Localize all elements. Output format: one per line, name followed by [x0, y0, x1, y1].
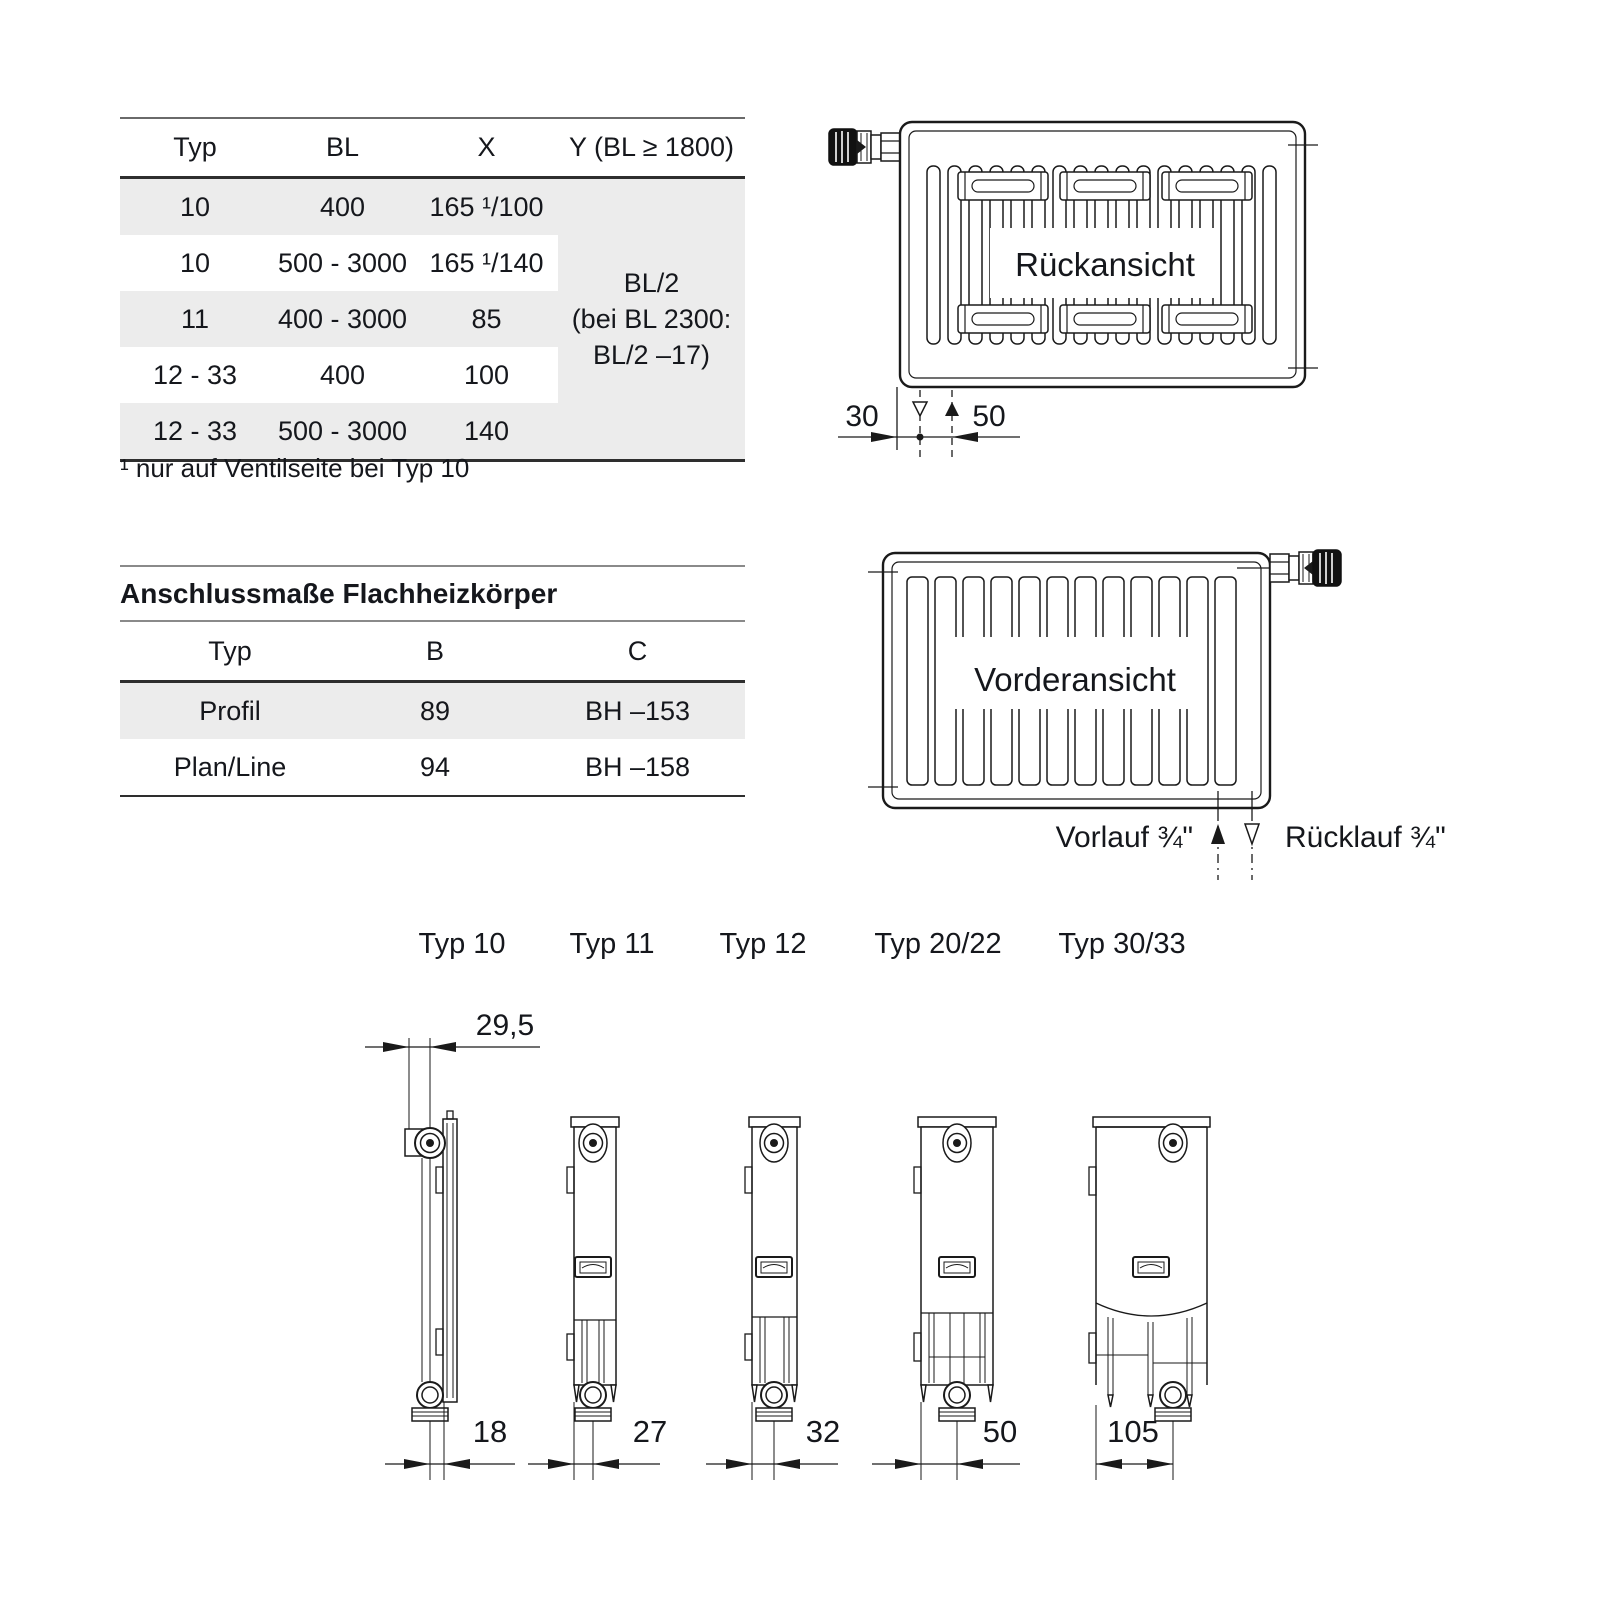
- table-footnote: ¹ nur auf Ventilseite bei Typ 10: [120, 453, 470, 483]
- front-view-drawing: Vorderansicht Vorlauf ¾": [868, 549, 1446, 880]
- rear-view-label: Rückansicht: [1015, 246, 1195, 283]
- label-backdrop: [990, 228, 1220, 298]
- typ12-profile: 32: [706, 1116, 840, 1480]
- dim-50: 50: [983, 1414, 1017, 1449]
- dim-29-5: 29,5: [476, 1009, 534, 1042]
- dim-105: 105: [1107, 1414, 1159, 1449]
- dim-50: 50: [972, 400, 1005, 433]
- col-header-y: Y (BL ≥ 1800): [558, 118, 745, 179]
- return-marker-icon: [1243, 823, 1261, 847]
- radiator-rear-body: Rückansicht: [898, 120, 1318, 389]
- typ12-label: Typ 12: [719, 928, 806, 960]
- dimension-table-header-row: Typ BL X Y (BL ≥ 1800): [120, 118, 745, 179]
- flow-label: Vorlauf ¾": [1056, 821, 1193, 854]
- radiator-front-body: Vorderansicht: [868, 551, 1272, 810]
- table-row: 12 - 33 500 - 3000 140: [120, 403, 745, 461]
- table-row: 10 400 165 ¹/100 BL/2 (bei BL 2300: BL/2…: [120, 177, 745, 461]
- cell-c: BH –158: [584, 751, 691, 782]
- cell-typ: 10: [179, 247, 211, 278]
- flow-marker-icon: [945, 402, 959, 416]
- cell-bl: 400: [270, 177, 415, 235]
- table-row: Profil 89 BH –153: [120, 681, 745, 739]
- table-row: Plan/Line 94 BH –158: [120, 739, 745, 796]
- dim-27: 27: [633, 1414, 667, 1449]
- flow-marker-icon: [1211, 824, 1225, 844]
- cell-typ: 10: [120, 177, 270, 235]
- mounting-bracket: [957, 304, 1049, 334]
- profile-sections-drawing: Typ 10 Typ 11 Typ 12 Typ 20/22 Typ 30/33…: [365, 928, 1211, 1480]
- typ11-profile: 27: [528, 1116, 667, 1480]
- typ11-label: Typ 11: [570, 928, 655, 960]
- cell-b: 94: [419, 751, 451, 782]
- mounting-bracket: [1161, 304, 1253, 334]
- dim-32: 32: [806, 1414, 840, 1449]
- connection-table-header-row: Typ B C: [120, 622, 745, 683]
- front-view-label: Vorderansicht: [974, 661, 1176, 698]
- connection-table: Typ B C Profil 89 BH –153 Plan/Line 94 B…: [120, 622, 745, 797]
- col-header-b: B: [340, 622, 530, 683]
- cell-bl: 500 - 3000: [270, 403, 415, 461]
- cell-b: 89: [340, 681, 530, 739]
- cell-x: 140: [415, 403, 558, 461]
- connection-table-title: Anschlussmaße Flachheizkörper: [120, 567, 745, 622]
- return-marker-icon: [911, 401, 929, 418]
- cell-bl: 500 - 3000: [277, 247, 408, 278]
- cell-x: 165 ¹/140: [429, 247, 544, 278]
- cell-typ: 12 - 33: [120, 403, 270, 461]
- table-row: 11 400 - 3000 85: [120, 291, 745, 347]
- table-row: 12 - 33 400 100: [120, 347, 745, 403]
- dim-30: 30: [845, 400, 878, 433]
- col-header-x: X: [415, 118, 558, 179]
- typ10-label: Typ 10: [418, 928, 505, 960]
- cell-typ: Plan/Line: [173, 751, 287, 782]
- cell-x: 165 ¹/100: [415, 177, 558, 235]
- y-value-line: BL/2: [623, 268, 680, 298]
- brand-badge: [1132, 1256, 1170, 1278]
- brand-badge: [938, 1256, 976, 1278]
- typ20-22-label: Typ 20/22: [874, 928, 1001, 960]
- typ30-33-profile: 105: [1088, 1116, 1211, 1480]
- flow-return-markers: Vorlauf ¾" Rücklauf ¾": [1056, 791, 1446, 880]
- cell-x: 100: [463, 359, 510, 390]
- brand-badge: [574, 1256, 612, 1278]
- brand-badge: [755, 1256, 793, 1278]
- cell-bl: 400 - 3000: [270, 291, 415, 347]
- dim-18: 18: [473, 1414, 507, 1449]
- mounting-bracket: [957, 171, 1049, 201]
- cell-x: 85: [415, 291, 558, 347]
- mounting-bracket: [1059, 171, 1151, 201]
- cell-typ: 12 - 33: [152, 359, 238, 390]
- col-header-bl: BL: [270, 118, 415, 179]
- label-backdrop: [955, 637, 1195, 709]
- mounting-bracket: [1059, 304, 1151, 334]
- cell-bl: 400: [319, 359, 366, 390]
- thermostat-valve-icon: [1237, 549, 1342, 587]
- mounting-bracket: [1161, 171, 1253, 201]
- typ20-22-profile: 50: [872, 1116, 1020, 1480]
- col-header-typ: Typ: [120, 118, 270, 179]
- rear-view-drawing: Rückansicht 30 50: [828, 120, 1318, 458]
- y-value-line: (bei BL 2300:: [571, 304, 732, 334]
- thermostat-valve-icon: [828, 128, 927, 166]
- return-label: Rücklauf ¾": [1285, 821, 1446, 854]
- dimension-table: Typ BL X Y (BL ≥ 1800) 10 400 165 ¹/100 …: [120, 117, 745, 462]
- connection-table-section: Anschlussmaße Flachheizkörper Typ B C Pr…: [120, 565, 745, 797]
- cell-y-merged: BL/2 (bei BL 2300: BL/2 –17): [558, 177, 745, 461]
- typ10-profile: 29,5 18: [365, 1009, 540, 1480]
- y-value-line: BL/2 –17): [592, 340, 711, 370]
- rear-dimensions: 30 50: [838, 387, 1020, 458]
- cell-c: BH –153: [530, 681, 745, 739]
- cell-typ: Profil: [120, 681, 340, 739]
- table-row: 10 500 - 3000 165 ¹/140: [120, 235, 745, 291]
- typ30-33-label: Typ 30/33: [1058, 928, 1185, 960]
- col-header-typ: Typ: [120, 622, 340, 683]
- col-header-c: C: [530, 622, 745, 683]
- cell-typ: 11: [120, 291, 270, 347]
